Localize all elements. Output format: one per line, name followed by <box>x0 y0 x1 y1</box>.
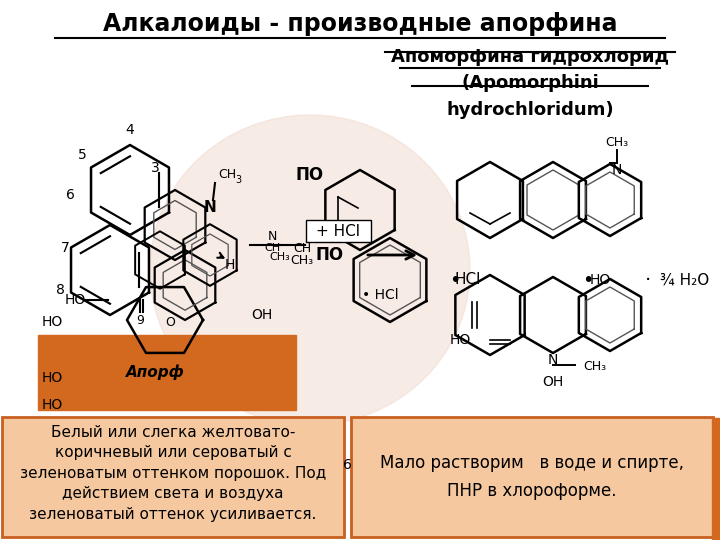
Text: N: N <box>548 353 558 367</box>
Text: 7: 7 <box>60 241 69 255</box>
Text: CH₃: CH₃ <box>290 253 314 267</box>
Text: Апоморфина гидрохлорид
(Apomorphini
hydrochloridum): Апоморфина гидрохлорид (Apomorphini hydr… <box>391 48 669 119</box>
Text: Белый или слегка желтовато-
коричневый или сероватый с
зеленоватым оттенком поро: Белый или слегка желтовато- коричневый и… <box>20 425 326 522</box>
Text: CH₃: CH₃ <box>583 361 606 374</box>
Text: CH: CH <box>218 168 236 181</box>
Text: •: • <box>449 271 461 289</box>
Text: Апорф: Апорф <box>125 364 184 380</box>
Text: + HCl: + HCl <box>316 224 360 239</box>
Text: HCl: HCl <box>455 273 481 287</box>
Text: H: H <box>225 258 235 272</box>
Text: OH: OH <box>251 308 273 322</box>
Bar <box>306 220 371 242</box>
Text: N: N <box>267 231 276 244</box>
Text: 8: 8 <box>55 283 64 297</box>
Text: 3: 3 <box>150 161 159 175</box>
Bar <box>38 335 296 410</box>
FancyBboxPatch shape <box>351 417 713 537</box>
Ellipse shape <box>150 115 470 425</box>
Text: 5: 5 <box>78 148 86 162</box>
Text: Мало растворим   в воде и спирте,
ПНР в хлороформе.: Мало растворим в воде и спирте, ПНР в хл… <box>380 454 684 500</box>
Text: HO: HO <box>41 315 63 329</box>
Text: ПО: ПО <box>316 246 344 264</box>
Text: N: N <box>612 163 622 177</box>
Text: 9: 9 <box>136 314 144 327</box>
Text: CH₃: CH₃ <box>269 252 290 262</box>
Text: HO: HO <box>41 398 63 412</box>
Text: 4: 4 <box>125 123 135 137</box>
Text: CH₃: CH₃ <box>606 137 629 150</box>
Text: 3: 3 <box>235 175 241 185</box>
Text: O: O <box>165 315 175 328</box>
Text: ¾ H₂O: ¾ H₂O <box>660 273 709 287</box>
Text: СН: СН <box>264 243 280 253</box>
Text: 6: 6 <box>66 188 74 202</box>
Bar <box>712 418 720 540</box>
Text: ·: · <box>645 271 651 289</box>
Text: HO: HO <box>590 273 611 287</box>
Text: СН: СН <box>293 242 311 255</box>
Text: HO: HO <box>449 333 471 347</box>
Text: 6: 6 <box>343 458 351 472</box>
Text: ПО: ПО <box>296 166 324 184</box>
Text: N: N <box>204 200 217 215</box>
Text: Алкалоиды - производные апорфина: Алкалоиды - производные апорфина <box>103 12 617 36</box>
Text: • HCl: • HCl <box>361 288 398 302</box>
FancyBboxPatch shape <box>2 417 344 537</box>
Text: OH: OH <box>542 375 564 389</box>
Text: HO: HO <box>64 293 86 307</box>
Text: HO: HO <box>41 371 63 385</box>
Text: •: • <box>582 271 594 289</box>
